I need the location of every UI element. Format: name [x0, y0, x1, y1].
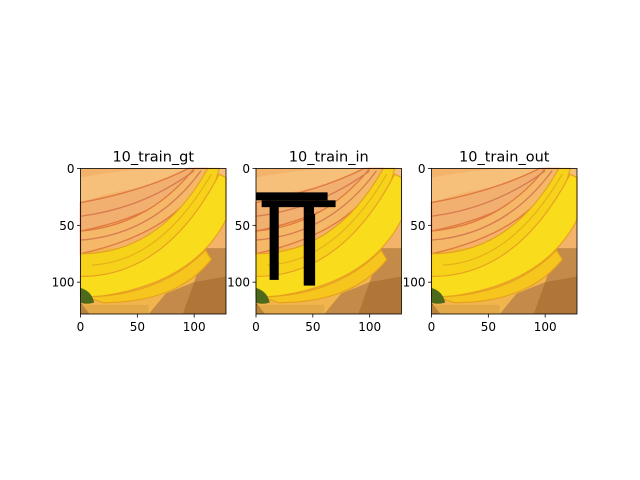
axes-frame: [255, 168, 402, 315]
x-tick-label: 100: [183, 320, 206, 334]
y-tick-label: 50: [410, 219, 425, 233]
y-tick-label: 50: [235, 219, 250, 233]
subplot-image: [79, 167, 227, 315]
y-tick-label: 0: [242, 162, 250, 176]
x-tick-label: 0: [252, 320, 260, 334]
x-tick-label: 50: [130, 320, 145, 334]
subplot-image: [430, 167, 578, 315]
mask-stroke: [269, 204, 279, 280]
mask-stroke: [261, 200, 336, 208]
axes-frame: [431, 168, 578, 315]
subplot-title: 10_train_in: [289, 150, 369, 166]
x-tick-label: 0: [428, 320, 436, 334]
y-tick-label: 0: [67, 162, 75, 176]
y-tick-label: 100: [52, 276, 75, 290]
y-tick-label: 100: [227, 276, 250, 290]
x-tick-label: 0: [77, 320, 85, 334]
subplot-title: 10_train_gt: [112, 150, 194, 166]
x-tick-label: 100: [358, 320, 381, 334]
y-tick-label: 0: [418, 162, 426, 176]
mask-stroke: [303, 213, 316, 286]
y-tick-label: 50: [59, 219, 74, 233]
x-tick-label: 100: [534, 320, 557, 334]
subplot-2: 10_train_in 0 50 100 0 50 100: [227, 150, 403, 334]
mask-stroke: [256, 192, 328, 201]
mask-stroke: [303, 204, 314, 214]
subplot-3: 10_train_out 0 50 100 0 50 100: [403, 150, 578, 334]
axes-frame: [80, 168, 227, 315]
panels: 10_train_gt 0 50 100 0 50 100 10_train_in 0 50 100…: [52, 150, 578, 334]
x-tick-label: 50: [481, 320, 496, 334]
x-tick-label: 50: [305, 320, 320, 334]
subplot-1: 10_train_gt 0 50 100 0 50 100: [52, 150, 227, 334]
y-tick-label: 100: [403, 276, 426, 290]
subplot-title: 10_train_out: [459, 150, 550, 166]
